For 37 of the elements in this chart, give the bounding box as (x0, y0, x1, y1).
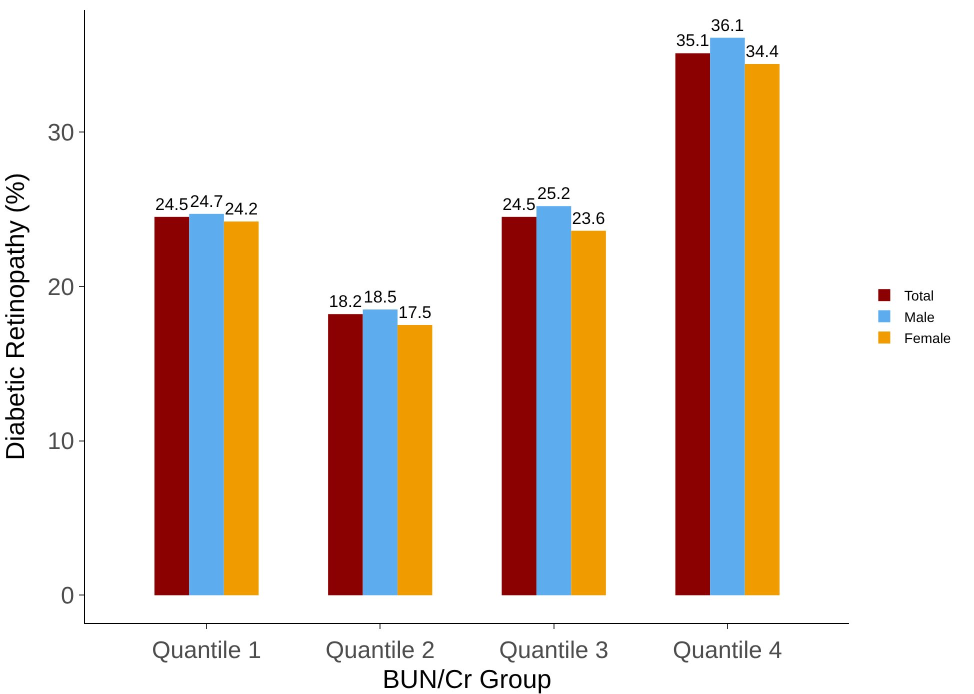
x-tick-label: Quantile 1 (152, 636, 262, 664)
legend-label: Male (904, 308, 935, 325)
bar (224, 222, 259, 596)
bar (328, 314, 363, 596)
data-label: 24.5 (155, 194, 188, 214)
y-tick-label: 20 (47, 274, 74, 301)
x-tick-label: Quantile 3 (499, 636, 609, 664)
y-axis-title: Diabetic Retinopathy (%) (0, 172, 30, 460)
data-label: 24.2 (224, 200, 258, 219)
data-label: 17.5 (398, 302, 432, 322)
x-tick-label: Quantile 2 (325, 636, 435, 664)
y-tick-label: 0 (60, 582, 74, 610)
data-label: 35.1 (676, 31, 710, 50)
bar (398, 324, 432, 596)
bar (536, 206, 572, 596)
bar (189, 214, 224, 596)
data-label: 24.7 (190, 192, 224, 211)
y-tick-label: 30 (47, 119, 74, 146)
legend-label: Total (904, 288, 934, 304)
x-axis-title: BUN/Cr Group (382, 664, 552, 694)
bar (710, 38, 745, 596)
bar (571, 230, 606, 596)
data-label: 24.5 (502, 194, 536, 214)
data-label: 36.1 (710, 16, 744, 35)
bar (502, 216, 536, 596)
data-label: 23.6 (572, 208, 606, 228)
legend-label: Female (904, 330, 952, 346)
x-tick-label: Quantile 4 (672, 636, 782, 664)
y-tick-label: 10 (47, 428, 74, 456)
data-label: 25.2 (537, 184, 570, 204)
bar (362, 310, 398, 596)
bar (675, 53, 710, 596)
bar (154, 216, 190, 596)
bar (744, 64, 780, 596)
data-label: 18.2 (328, 292, 362, 312)
data-label: 34.4 (746, 42, 779, 62)
data-label: 18.5 (364, 288, 397, 307)
